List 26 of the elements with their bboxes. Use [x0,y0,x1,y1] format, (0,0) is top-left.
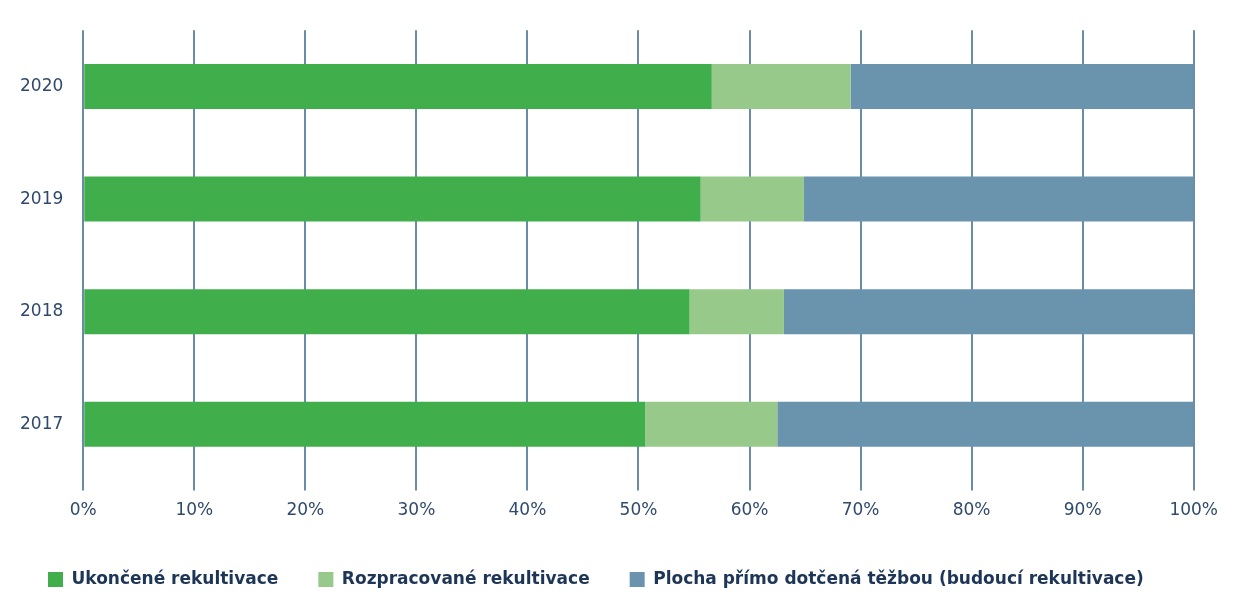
x-tick-label: 30% [397,499,436,520]
x-tick-label: 10% [175,499,214,520]
bar [700,176,804,222]
x-tick-label: 20% [286,499,325,520]
bar [84,63,712,110]
y-tick-label: 2017 [20,412,64,433]
x-tick-label: 80% [952,499,991,520]
bar [711,63,851,110]
y-tick-label: 2019 [20,187,64,208]
x-tick-label: 90% [1063,499,1102,520]
x-tick-label: 0% [69,499,97,520]
x-tick-label: 70% [841,499,880,520]
x-tick-label: 40% [508,499,547,520]
x-tick-label: 50% [619,499,658,520]
y-tick-label: 2020 [20,74,64,95]
x-tick-label: 100% [1169,499,1218,520]
bar [84,176,701,222]
bar [84,401,646,447]
legend-label: Plocha přímo dotčená těžbou (budoucí rekultivace) [653,567,1144,588]
legend-label: Rozpracované rekultivace [341,567,590,588]
x-tick-label: 60% [730,499,769,520]
bar [689,289,784,335]
bar [645,401,778,447]
legend-label: Ukončené rekultivace [71,567,279,588]
y-tick-label: 2018 [20,300,64,321]
bar [84,289,690,335]
